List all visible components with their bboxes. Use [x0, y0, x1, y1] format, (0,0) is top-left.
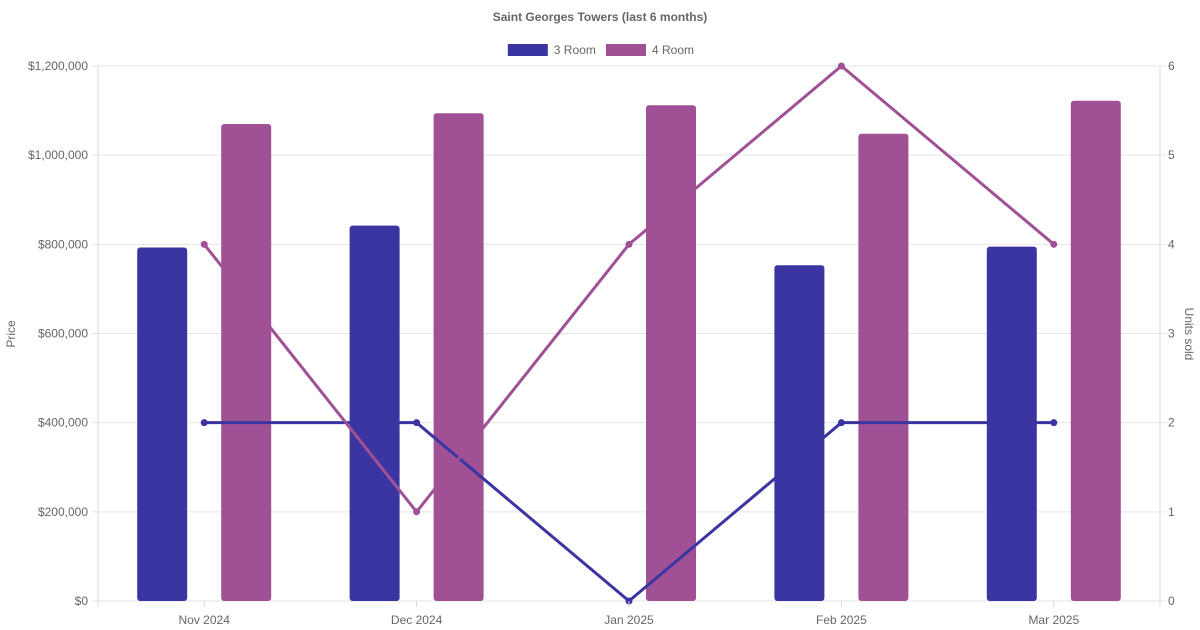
point-4-room: [837, 62, 845, 70]
x-tick-label: Nov 2024: [179, 613, 231, 627]
legend-label: 3 Room: [554, 43, 596, 57]
y-right-axis-title: Units sold: [1182, 308, 1196, 361]
x-tick-label: Feb 2025: [816, 613, 867, 627]
x-tick-label: Jan 2025: [604, 613, 654, 627]
point-4-room: [413, 508, 421, 516]
y-right-tick-label: 1: [1168, 505, 1175, 519]
point-3-room: [837, 419, 845, 427]
bar-3-room: [774, 265, 825, 601]
y-right-tick-label: 3: [1168, 327, 1175, 341]
y-right-tick-label: 6: [1168, 59, 1175, 73]
y-left-tick-label: $400,000: [38, 416, 88, 430]
y-left-tick-label: $1,200,000: [28, 59, 88, 73]
bar-4-room: [646, 105, 696, 601]
bar-4-room: [1070, 100, 1121, 602]
legend-label: 4 Room: [652, 43, 694, 57]
y-right-tick-label: 0: [1168, 594, 1175, 608]
point-4-room: [200, 240, 208, 248]
point-4-room: [625, 240, 633, 248]
y-right-tick-label: 5: [1168, 148, 1175, 162]
x-tick-label: Mar 2025: [1028, 613, 1079, 627]
point-4-room: [1050, 240, 1058, 248]
point-3-room: [1050, 419, 1058, 427]
y-right-tick-label: 4: [1168, 237, 1175, 251]
bar-4-room: [433, 113, 484, 601]
y-left-tick-label: $600,000: [38, 327, 88, 341]
axes: $0 0 $200,000 1 $400,000 2 $600,000 3 $800,000 4 $…: [28, 59, 1175, 627]
legend-swatch: [507, 44, 548, 56]
point-3-room: [200, 419, 208, 427]
bars: [137, 100, 1121, 602]
y-left-tick-label: $800,000: [38, 237, 88, 251]
y-left-axis-title: Price: [4, 320, 18, 348]
bar-4-room: [858, 133, 909, 601]
point-3-room: [413, 419, 421, 427]
y-right-tick-label: 2: [1168, 416, 1175, 430]
legend-swatch: [606, 44, 646, 56]
bar-3-room: [349, 225, 400, 601]
bar-4-room: [221, 123, 272, 601]
y-left-tick-label: $200,000: [38, 505, 88, 519]
line-4-room: [203, 64, 1055, 514]
y-left-tick-label: $1,000,000: [28, 148, 88, 162]
x-tick-label: Dec 2024: [391, 613, 443, 627]
y-left-tick-label: $0: [75, 594, 89, 608]
legend: 3 Room 4 Room: [507, 43, 694, 57]
chart-title: Saint Georges Towers (last 6 months): [493, 10, 708, 24]
bar-3-room: [137, 247, 188, 601]
